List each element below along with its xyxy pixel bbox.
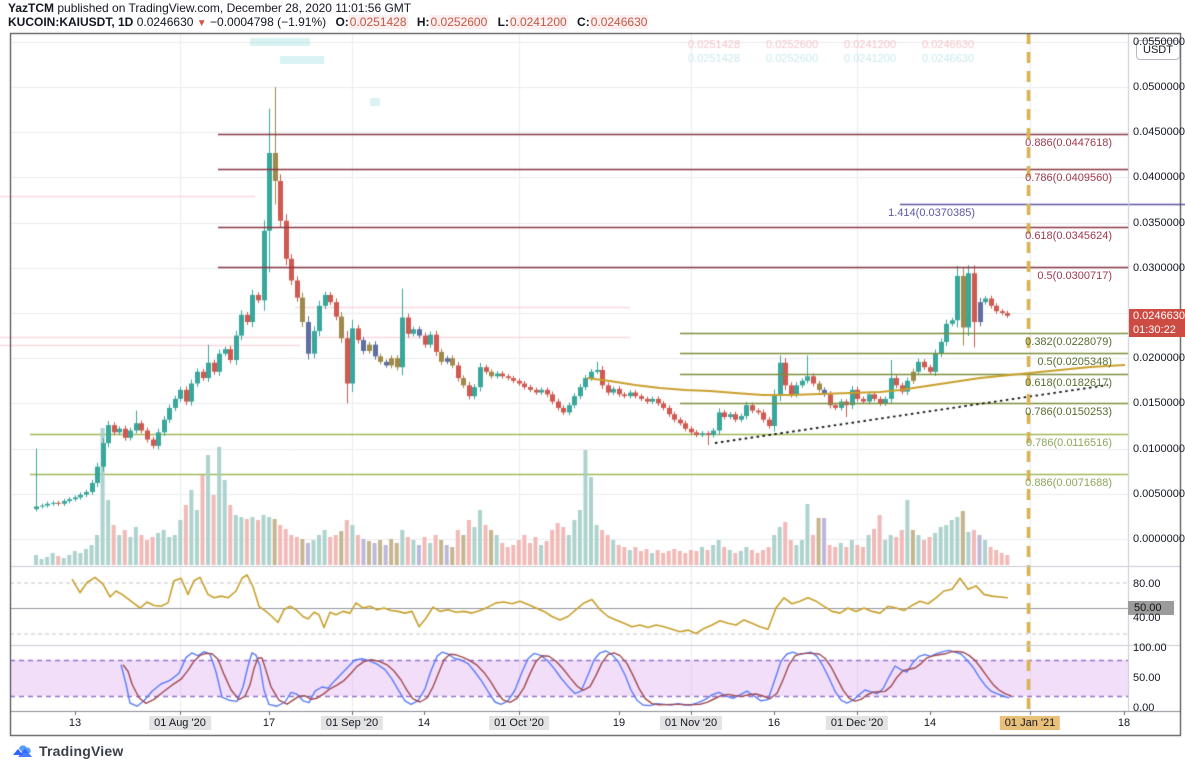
publish-byline: YazTCM published on TradingView.com, Dec… — [8, 1, 411, 15]
tradingview-logo[interactable]: TradingView — [12, 743, 123, 759]
low-value: 0.0241200 — [508, 15, 568, 29]
symbol-legend: KUCOIN:KAIUSDT, 1D 0.0246630 ▼ −0.000479… — [8, 15, 649, 29]
current-price-tag: 0.0246630 — [1129, 309, 1185, 323]
last-price: 0.0246630 — [136, 15, 194, 29]
close-label: C: — [577, 15, 590, 29]
author-name: YazTCM — [8, 1, 55, 15]
price-change: −0.0004798 (−1.91%) — [210, 15, 327, 29]
low-label: L: — [497, 15, 509, 29]
open-value: 0.0251428 — [348, 15, 408, 29]
tradingview-logo-text: TradingView — [39, 743, 124, 759]
down-arrow-icon: ▼ — [196, 18, 207, 29]
publish-info: published on TradingView.com, December 2… — [54, 1, 412, 15]
open-label: O: — [335, 15, 349, 29]
symbol-name: KUCOIN:KAIUSDT, 1D — [8, 15, 134, 29]
close-value: 0.0246630 — [589, 15, 649, 29]
high-value: 0.0252600 — [429, 15, 489, 29]
high-label: H: — [416, 15, 430, 29]
rsi-value-tag: 50.00 — [1128, 601, 1174, 615]
currency-toggle-button[interactable]: USDT — [1136, 40, 1180, 60]
bar-countdown-tag: 01:30:22 — [1129, 323, 1185, 337]
time-axis[interactable] — [10, 711, 1128, 735]
tradingview-logo-icon — [13, 744, 32, 757]
